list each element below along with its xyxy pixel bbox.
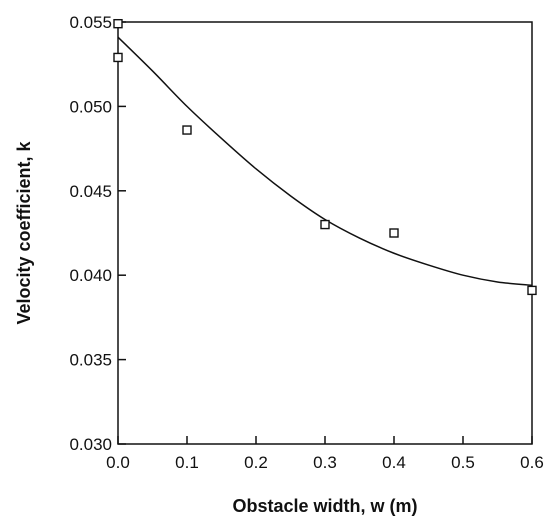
y-tick-label: 0.035	[69, 351, 112, 370]
data-point	[320, 219, 330, 230]
plot-frame	[117, 21, 533, 445]
x-tick-label: 0.6	[520, 453, 544, 472]
data-point	[389, 228, 399, 238]
data-markers	[113, 18, 537, 296]
y-tick-label: 0.030	[69, 435, 112, 454]
y-tick-label: 0.040	[69, 266, 112, 285]
data-point	[113, 18, 123, 29]
x-tick-label: 0.0	[106, 453, 130, 472]
x-tick-label: 0.3	[313, 453, 337, 472]
y-tick-label: 0.050	[69, 97, 112, 116]
fit-curve	[117, 36, 533, 287]
y-axis-ticks: 0.030 0.035 0.040 0.045 0.050 0.055	[69, 13, 126, 454]
x-tick-label: 0.2	[244, 453, 268, 472]
y-tick-label: 0.045	[69, 182, 112, 201]
x-axis-ticks: 0.0 0.1 0.2 0.3 0.4 0.5 0.6	[106, 436, 544, 472]
x-tick-label: 0.4	[382, 453, 406, 472]
y-tick-label: 0.055	[69, 13, 112, 32]
data-point	[527, 285, 537, 296]
x-axis-title: Obstacle width, w (m)	[232, 496, 417, 516]
x-tick-label: 0.1	[175, 453, 199, 472]
y-axis-title: Velocity coefficient, k	[14, 140, 34, 324]
data-point	[182, 125, 192, 135]
x-tick-label: 0.5	[451, 453, 475, 472]
data-point	[113, 52, 123, 63]
